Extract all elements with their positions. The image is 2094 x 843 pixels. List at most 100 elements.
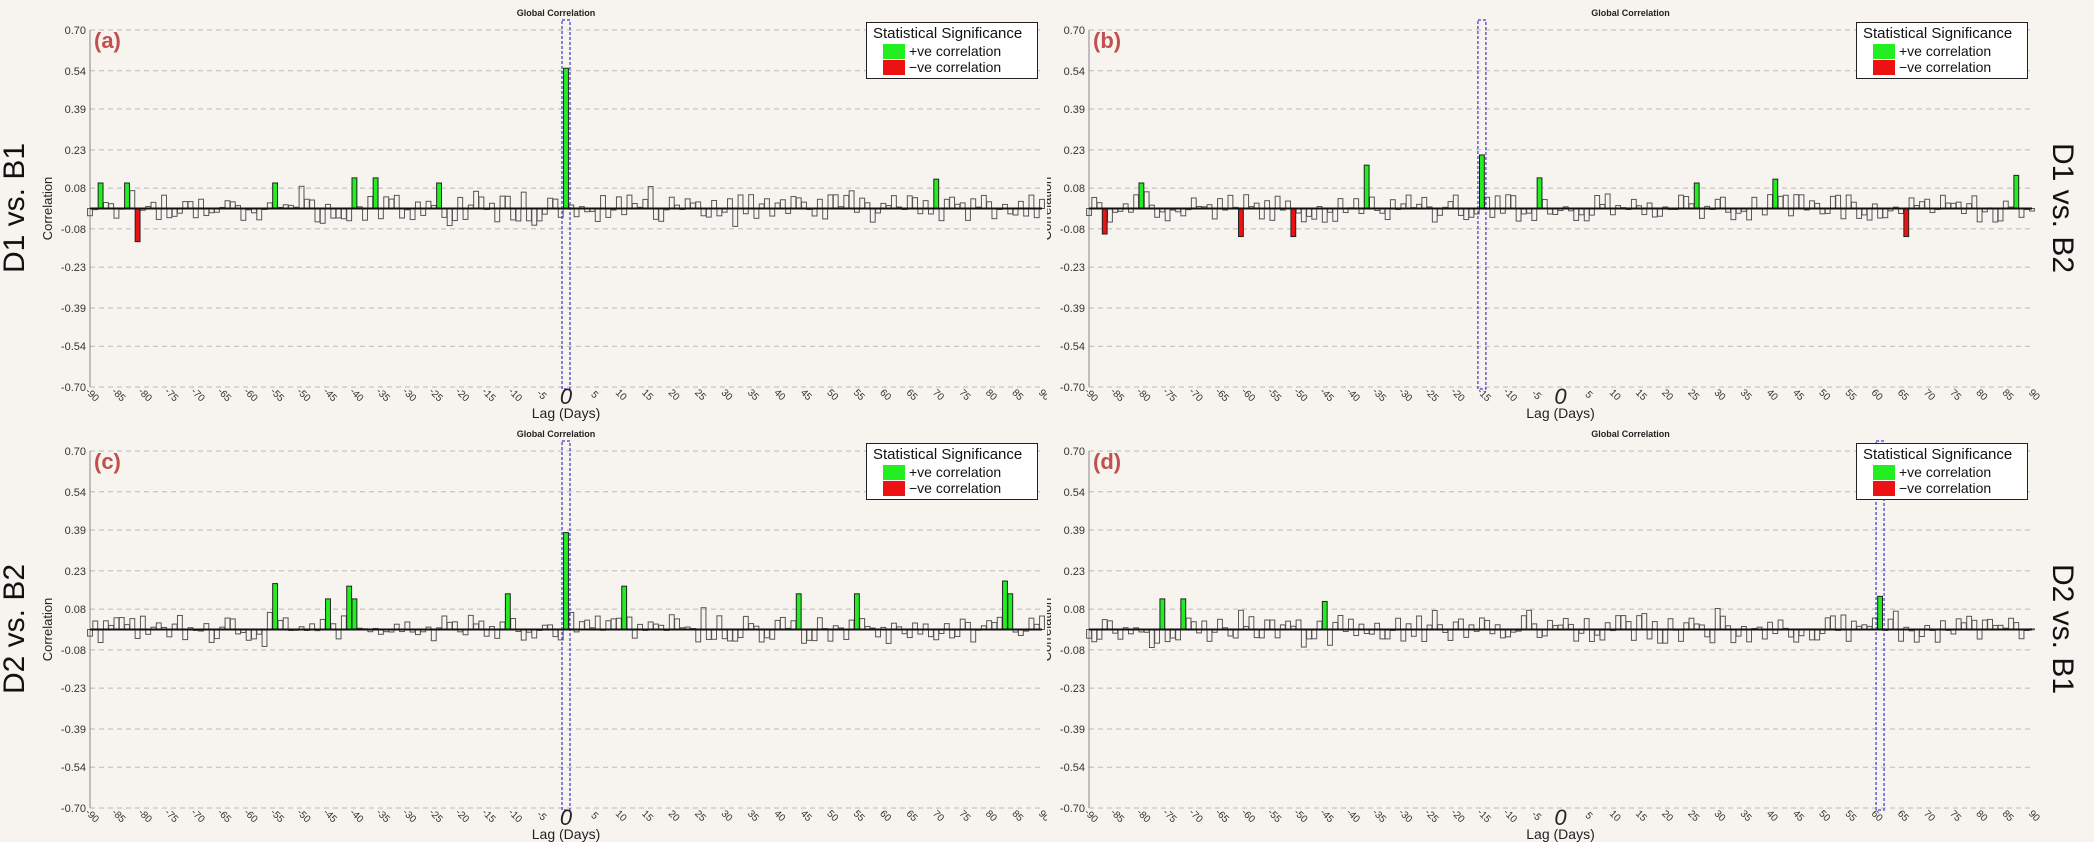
- y-tick-label: -0.39: [1060, 303, 1085, 315]
- y-axis-label: Correlation: [40, 177, 55, 241]
- chart-title: Global Correlation: [517, 8, 596, 18]
- y-tick-label: 0.54: [1064, 487, 1085, 499]
- significant-positive-bar: [621, 585, 628, 630]
- significant-positive-bar: [346, 585, 353, 630]
- significant-positive-bar: [563, 67, 569, 209]
- y-tick-label: -0.23: [61, 683, 86, 695]
- legend-negative-label: −ve correlation: [1899, 59, 1992, 75]
- highlight-lag-box: [1875, 440, 1885, 811]
- legend-b: Statistical Significance +ve correlation…: [1856, 22, 2028, 79]
- y-tick-label: -0.54: [61, 341, 86, 353]
- y-tick-label: -0.70: [61, 803, 86, 815]
- y-tick-label: 0.08: [1064, 183, 1085, 195]
- significant-negative-bar: [1238, 208, 1244, 238]
- y-tick-label: -0.39: [1060, 724, 1085, 736]
- significant-positive-bar: [272, 583, 279, 631]
- legend-title: Statistical Significance: [873, 25, 1023, 42]
- y-tick-label: 0.08: [65, 183, 86, 195]
- side-label-b: D1 vs. B2: [2046, 142, 2080, 273]
- significant-positive-bar: [1002, 580, 1008, 631]
- significant-positive-bar: [97, 182, 104, 209]
- significant-positive-bar: [1321, 600, 1328, 630]
- significant-negative-bar: [134, 208, 141, 243]
- positive-swatch: [1873, 43, 1895, 59]
- significant-positive-bar: [1180, 598, 1187, 630]
- significant-positive-bar: [1159, 598, 1166, 630]
- x-tick-label: 0: [560, 805, 573, 830]
- significant-positive-bar: [1536, 177, 1543, 209]
- x-tick-label: 0: [560, 384, 573, 409]
- y-tick-label: 0.70: [65, 446, 86, 458]
- y-tick-label: 0.23: [65, 566, 86, 578]
- y-tick-label: 0.54: [1064, 66, 1085, 78]
- significant-positive-bar: [1138, 182, 1145, 209]
- y-tick-label: -0.70: [1060, 803, 1085, 815]
- y-tick-label: 0.54: [65, 487, 86, 499]
- y-tick-label: -0.70: [1060, 382, 1085, 394]
- panel-d: 0.70 0.54 0.39 0.23 0.08 -0.08 -0.23 -0.39 -0.54…: [1047, 421, 2094, 842]
- significant-positive-bar: [351, 598, 358, 630]
- y-tick-label: 0.23: [1064, 566, 1085, 578]
- highlight-lag-box: [561, 19, 571, 390]
- y-tick-label: 0.23: [65, 145, 86, 157]
- legend-negative-label: −ve correlation: [909, 480, 1002, 496]
- side-label-a: D1 vs. B1: [0, 142, 32, 273]
- y-tick-label: -0.08: [1060, 645, 1085, 657]
- chart-title: Global Correlation: [1591, 8, 1670, 18]
- legend-d: Statistical Significance +ve correlation…: [1856, 443, 2028, 500]
- panel-c: 0.70 0.54 0.39 0.23 0.08 -0.08 -0.23 -0.39 -0.54…: [0, 421, 1047, 842]
- legend-a: Statistical Significance +ve correlation…: [866, 22, 1038, 79]
- significant-positive-bar: [2013, 174, 2020, 210]
- y-tick-label: -0.54: [1060, 762, 1085, 774]
- y-axis-label: Correlation: [40, 598, 55, 662]
- panel-b: 0.70 0.54 0.39 0.23 0.08 -0.08 -0.23 -0.39 -0.54…: [1047, 0, 2094, 421]
- y-axis-label: Correlation: [1047, 177, 1054, 241]
- legend-title: Statistical Significance: [1863, 446, 2013, 463]
- x-tick-label: 90: [1036, 387, 1047, 403]
- y-tick-label: 0.54: [65, 66, 86, 78]
- significant-positive-bar: [1479, 154, 1485, 209]
- negative-swatch: [1873, 59, 1895, 75]
- legend-title: Statistical Significance: [873, 446, 1023, 463]
- positive-swatch: [883, 464, 905, 480]
- significant-positive-bar: [1007, 593, 1014, 631]
- legend-positive-label: +ve correlation: [1899, 43, 1992, 59]
- chart-title: Global Correlation: [1591, 429, 1670, 439]
- panel-letter: (b): [1093, 28, 1121, 53]
- chart-title: Global Correlation: [517, 429, 596, 439]
- x-tick-label: 90: [1036, 808, 1047, 824]
- legend-positive-label: +ve correlation: [909, 43, 1002, 59]
- significant-positive-bar: [124, 182, 130, 209]
- y-tick-label: 0.39: [65, 104, 86, 116]
- y-tick-label: -0.08: [61, 645, 86, 657]
- significant-positive-bar: [1877, 595, 1883, 631]
- y-tick-label: 0.70: [1064, 25, 1085, 37]
- y-tick-label: -0.54: [61, 762, 86, 774]
- side-label-c: D2 vs. B2: [0, 563, 32, 694]
- panel-letter: (a): [94, 28, 121, 53]
- y-tick-label: -0.70: [61, 382, 86, 394]
- x-tick-label: 0: [1554, 384, 1567, 409]
- panel-a: 0.70 0.54 0.39 0.23 0.08 -0.08 -0.23 -0.39 -0.54…: [0, 0, 1047, 421]
- x-axis-label: Lag (Days): [532, 405, 600, 421]
- x-axis-label: Lag (Days): [532, 826, 600, 842]
- y-tick-label: -0.08: [1060, 224, 1085, 236]
- y-tick-label: -0.23: [1060, 683, 1085, 695]
- y-tick-label: -0.39: [61, 303, 86, 315]
- y-tick-label: 0.08: [65, 604, 86, 616]
- side-label-d: D2 vs. B1: [2046, 563, 2080, 694]
- highlight-lag-box: [1477, 19, 1487, 390]
- significant-positive-bar: [325, 598, 331, 630]
- x-axis-label: Lag (Days): [1526, 826, 1594, 842]
- positive-swatch: [883, 43, 905, 59]
- y-tick-label: -0.23: [1060, 262, 1085, 274]
- y-tick-label: -0.39: [61, 724, 86, 736]
- y-axis-label: Correlation: [1047, 598, 1054, 662]
- y-tick-label: 0.39: [1064, 525, 1085, 537]
- panel-letter: (d): [1093, 449, 1121, 474]
- significant-positive-bar: [372, 177, 379, 209]
- significant-positive-bar: [563, 532, 569, 630]
- y-tick-label: 0.39: [1064, 104, 1085, 116]
- y-tick-label: 0.39: [65, 525, 86, 537]
- significant-positive-bar: [436, 182, 442, 209]
